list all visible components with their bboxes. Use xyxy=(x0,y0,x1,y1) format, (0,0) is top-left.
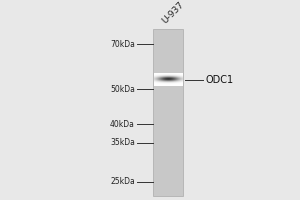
Text: 70kDa: 70kDa xyxy=(110,40,135,49)
Bar xyxy=(153,29,183,196)
Text: 50kDa: 50kDa xyxy=(110,85,135,94)
Text: 35kDa: 35kDa xyxy=(110,138,135,147)
Text: 40kDa: 40kDa xyxy=(110,120,135,129)
Text: 25kDa: 25kDa xyxy=(110,177,135,186)
Text: U-937: U-937 xyxy=(160,0,186,26)
Text: ODC1: ODC1 xyxy=(206,75,234,85)
